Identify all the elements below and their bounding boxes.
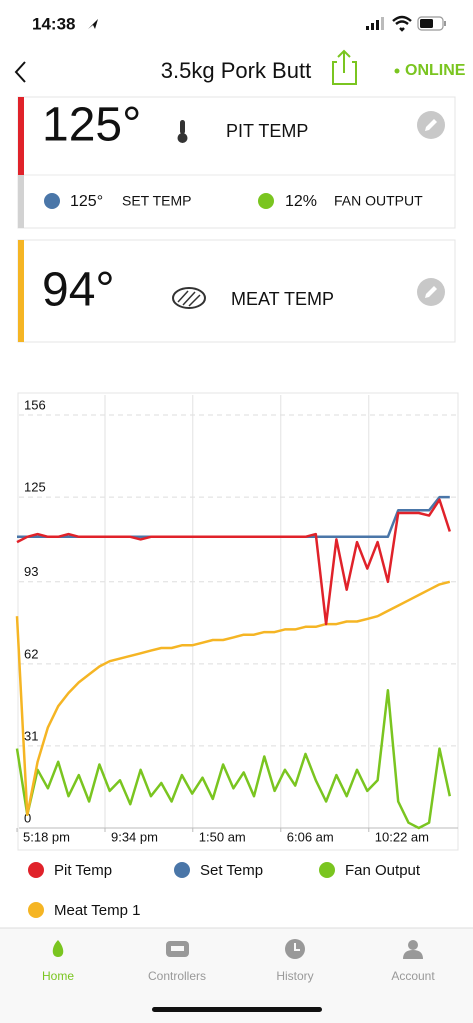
set-temp-dot <box>44 193 60 209</box>
pit-temp-value: 125° <box>42 99 141 152</box>
signal-icon <box>366 17 384 30</box>
edit-pit-button[interactable] <box>417 111 445 139</box>
online-status: ONLINE <box>405 62 466 79</box>
tab-label[interactable]: Home <box>42 969 74 983</box>
thermometer-icon <box>177 120 188 143</box>
y-tick-label: 0 <box>24 810 31 825</box>
legend-label: Set Temp <box>200 862 263 879</box>
legend-swatch <box>319 862 335 878</box>
pit-card <box>17 96 456 229</box>
legend-label: Pit Temp <box>54 862 112 879</box>
series-line <box>15 580 451 817</box>
detail-accent <box>18 175 24 228</box>
y-tick-label: 31 <box>24 728 38 743</box>
set-temp-value: 125° <box>70 193 103 210</box>
y-tick-label: 93 <box>24 564 38 579</box>
meat-temp-label: MEAT TEMP <box>231 289 334 309</box>
series-line <box>15 689 452 830</box>
y-tick-label: 156 <box>24 397 46 412</box>
pit-accent <box>18 97 24 175</box>
pit-temp-label: PIT TEMP <box>226 121 308 141</box>
back-button[interactable] <box>14 61 26 83</box>
x-tick-label: 10:22 am <box>375 829 429 844</box>
tab-label[interactable]: Controllers <box>148 969 206 983</box>
legend-label: Fan Output <box>345 862 421 879</box>
y-tick-label: 125 <box>24 480 46 495</box>
legend-swatch <box>28 862 44 878</box>
controllers-icon <box>166 941 189 957</box>
location-icon <box>88 19 98 29</box>
meat-accent <box>18 240 24 342</box>
share-button[interactable] <box>332 49 357 85</box>
chart-frame <box>17 392 459 851</box>
wifi-icon <box>392 15 412 32</box>
x-tick-label: 6:06 am <box>287 829 334 844</box>
x-tick-label: 1:50 am <box>199 829 246 844</box>
fan-output-label: FAN OUTPUT <box>334 193 423 209</box>
legend-swatch <box>174 862 190 878</box>
x-tick-label: 5:18 pm <box>23 829 70 844</box>
header-title: 3.5kg Pork Butt <box>161 58 311 83</box>
status-time: 14:38 <box>32 14 75 33</box>
series-line <box>16 498 451 626</box>
legend-label: Meat Temp 1 <box>54 902 140 919</box>
account-icon <box>403 940 423 959</box>
chart: 0 31 62 93 125 156 5:18 pm 9:34 pm 1:50 am 6:06 a… <box>15 395 458 919</box>
tab-label[interactable]: History <box>276 969 313 983</box>
set-temp-label: SET TEMP <box>122 193 192 209</box>
online-dot <box>394 68 400 74</box>
steak-icon <box>172 287 206 309</box>
meat-card <box>17 239 456 343</box>
legend-swatch <box>28 902 44 918</box>
meat-temp-value: 94° <box>42 264 115 317</box>
x-tick-label: 9:34 pm <box>111 829 158 844</box>
battery-icon <box>417 16 446 31</box>
edit-meat-button[interactable] <box>417 278 445 306</box>
tab-label[interactable]: Account <box>391 969 435 983</box>
home-indicator <box>152 1007 322 1012</box>
fan-output-dot <box>258 193 274 209</box>
y-tick-label: 62 <box>24 646 38 661</box>
fan-output-value: 12% <box>285 193 317 210</box>
home-icon <box>52 940 64 957</box>
history-icon <box>285 939 305 959</box>
